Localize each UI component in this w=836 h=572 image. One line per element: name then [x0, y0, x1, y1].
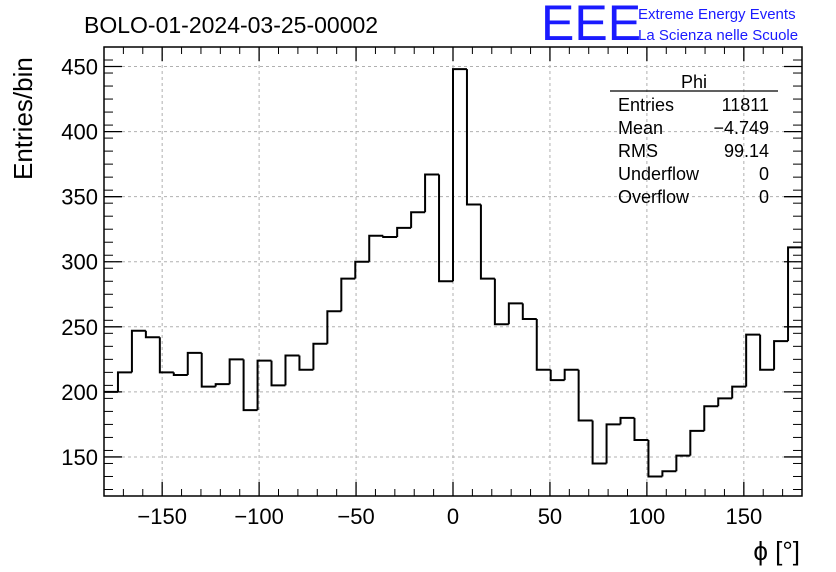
histogram-bin-5: [172, 372, 188, 376]
stats-row-value-4: 0: [759, 187, 769, 207]
stats-row-label-1: Mean: [618, 118, 663, 138]
histogram-bin-20: [382, 235, 398, 239]
x-tick-label-5: 100: [629, 504, 666, 529]
histogram-bin-46: [745, 333, 761, 387]
histogram-bin-33: [563, 368, 579, 381]
histogram-bin-28: [493, 278, 509, 326]
histogram-bin-49: [787, 246, 802, 342]
histogram-bin-18: [354, 260, 370, 279]
histogram-bin-11: [256, 359, 272, 411]
histogram-bin-26: [465, 69, 481, 206]
y-axis-title: Entries/bin: [8, 57, 38, 180]
logo-mark: EEE: [541, 0, 641, 51]
histogram-bin-23: [424, 173, 440, 213]
histogram-bin-14: [298, 355, 314, 371]
stats-row-label-2: RMS: [618, 141, 658, 161]
histogram-bin-7: [200, 352, 216, 388]
histogram-bin-12: [270, 360, 286, 387]
histogram-bin-35: [591, 420, 607, 465]
histogram-bin-37: [619, 416, 635, 425]
y-tick-label-1: 200: [61, 380, 98, 405]
histogram-bin-4: [158, 337, 174, 374]
histogram-bin-41: [675, 454, 691, 472]
stats-row-label-4: Overflow: [618, 187, 690, 207]
x-tick-label-4: 50: [538, 504, 562, 529]
histogram-bin-13: [284, 354, 300, 386]
histogram-bin-8: [214, 383, 230, 387]
histogram-bin-1: [116, 371, 132, 392]
stats-row-label-0: Entries: [618, 95, 674, 115]
histogram-bin-24: [438, 174, 453, 283]
histogram-bin-31: [535, 319, 551, 371]
stats-row-value-1: −4.749: [713, 118, 769, 138]
histogram-bin-27: [479, 204, 495, 280]
histogram-bin-19: [368, 234, 384, 262]
stats-row-label-3: Underflow: [618, 164, 700, 184]
y-tick-label-3: 300: [61, 250, 98, 275]
histogram-bin-38: [633, 417, 649, 442]
histogram-bin-3: [144, 330, 160, 339]
logo-line-1: Extreme Energy Events: [638, 6, 796, 23]
stats-box-name: Phi: [681, 72, 707, 92]
histogram-bin-42: [689, 429, 705, 456]
histogram-bin-6: [186, 351, 202, 375]
histogram-bin-45: [731, 385, 747, 399]
histogram-bin-10: [242, 359, 258, 412]
histogram-bin-44: [717, 397, 733, 407]
histogram-bin-40: [661, 470, 677, 477]
histogram-bin-17: [340, 277, 356, 312]
histogram-bin-36: [605, 423, 621, 464]
histogram-bin-29: [507, 302, 523, 325]
histogram-bin-21: [396, 226, 412, 238]
histogram-bin-39: [647, 440, 663, 478]
y-tick-label-2: 250: [61, 315, 98, 340]
eee-logo: EEE Extreme Energy Events La Scienza nel…: [541, 0, 798, 51]
logo-line-2: La Scienza nelle Scuole: [638, 27, 798, 44]
histogram-bin-32: [549, 369, 565, 382]
histogram-bin-16: [326, 310, 342, 344]
histogram-bin-22: [410, 211, 426, 228]
histogram-bin-30: [521, 303, 537, 321]
x-tick-label-1: −100: [234, 504, 284, 529]
histogram-bin-34: [577, 369, 593, 422]
histogram-bin-48: [773, 340, 789, 370]
axis-ticks: [103, 46, 803, 496]
histogram-bin-9: [228, 358, 244, 385]
x-tick-label-3: 0: [447, 504, 459, 529]
histogram-bin-43: [703, 405, 719, 431]
histogram-bin-25: [452, 68, 467, 282]
x-axis-title: ϕ [°]: [753, 536, 800, 566]
y-tick-label-6: 450: [61, 55, 98, 80]
histogram-bin-47: [759, 334, 775, 371]
histogram-bin-15: [312, 342, 328, 370]
histogram-bin-2: [130, 329, 146, 373]
y-tick-label-5: 400: [61, 120, 98, 145]
stats-row-value-0: 11811: [722, 95, 769, 115]
stats-box: Phi Entries 11811 Mean −4.749 RMS 99.14 Underf…: [610, 72, 778, 207]
stats-row-value-2: 99.14: [724, 141, 769, 161]
tick-labels: −150 −100 −50 0 50 100 150 150 200 250 300 350 400 45…: [61, 55, 762, 529]
x-tick-label-6: 150: [725, 504, 762, 529]
x-tick-label-2: −50: [337, 504, 374, 529]
stats-rows: Entries 11811 Mean −4.749 RMS 99.14 Underflow 0…: [618, 95, 769, 207]
y-tick-label-0: 150: [61, 445, 98, 470]
x-tick-label-0: −150: [137, 504, 187, 529]
chart-title: BOLO-01-2024-03-25-00002: [84, 12, 378, 38]
stats-row-value-3: 0: [759, 164, 769, 184]
y-tick-label-4: 350: [61, 185, 98, 210]
